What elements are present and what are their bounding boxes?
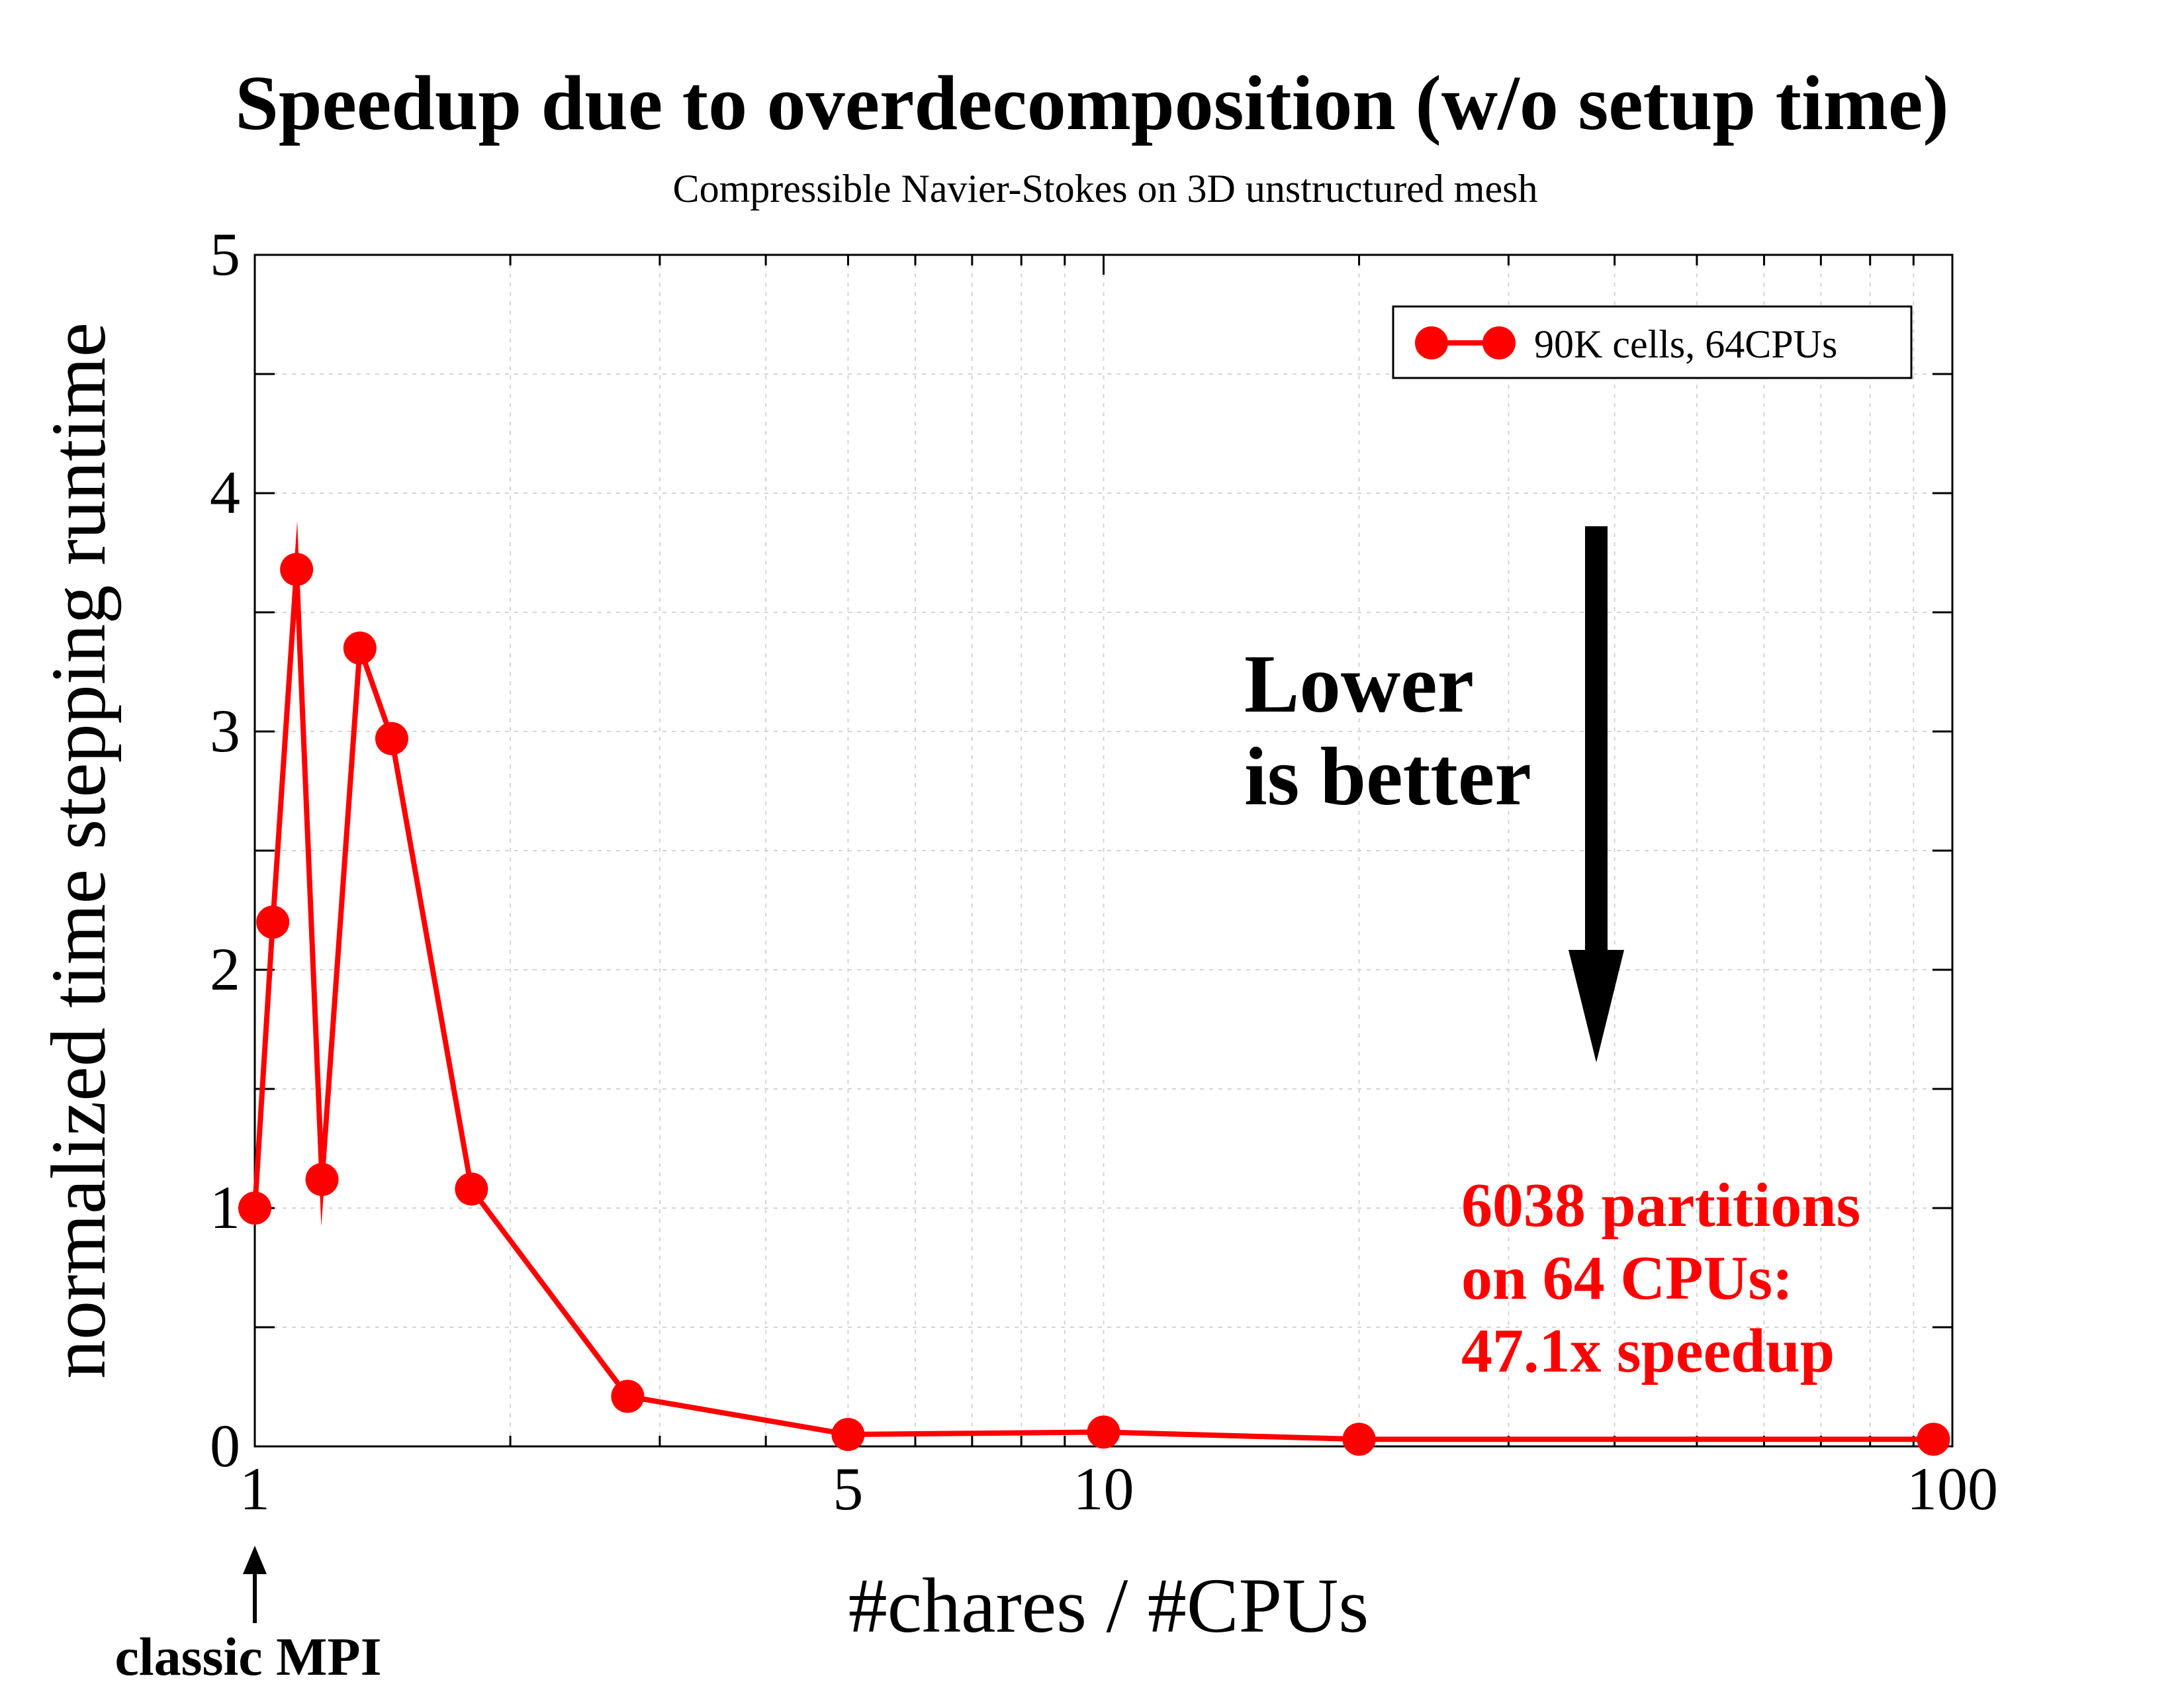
y-tick-label: 4 — [210, 459, 240, 526]
result-line-2: on 64 CPUs: — [1461, 1244, 1793, 1313]
legend-point-marker — [1415, 326, 1448, 359]
series-line — [252, 520, 1934, 1442]
data-point — [238, 1192, 271, 1225]
x-tick-label: 1 — [240, 1455, 270, 1523]
y-tick-label: 1 — [210, 1174, 240, 1241]
down-arrow-head — [1569, 950, 1624, 1062]
result-annotation: 6038 partitions on 64 CPUs: 47.1x speedu… — [1461, 1171, 1860, 1385]
down-arrow-shaft — [1585, 526, 1608, 957]
y-tick-label: 5 — [210, 220, 240, 288]
x-tick-label: 5 — [833, 1455, 863, 1523]
series-layer — [238, 520, 1950, 1456]
up-arrow-head — [243, 1546, 267, 1574]
data-point — [375, 722, 408, 755]
data-point — [1917, 1423, 1950, 1456]
legend-label: 90K cells, 64CPUs — [1534, 322, 1837, 366]
data-point — [256, 906, 290, 939]
x-axis-label: #chares / #CPUs — [848, 1562, 1369, 1649]
up-arrow-shaft — [253, 1570, 257, 1623]
legend-point-marker — [1482, 326, 1516, 359]
annotation-lower: Lower — [1244, 639, 1474, 730]
legend: 90K cells, 64CPUs — [1392, 305, 1913, 379]
data-point — [455, 1172, 488, 1206]
data-point — [343, 632, 377, 665]
x-tick-label: 100 — [1907, 1455, 1998, 1523]
data-point — [1342, 1423, 1376, 1456]
y-tick-label: 3 — [210, 697, 240, 765]
chart-title: Speedup due to overdecomposition (w/o se… — [235, 60, 1948, 146]
data-point — [1087, 1415, 1120, 1449]
classic-mpi-label: classic MPI — [114, 1626, 381, 1687]
annotation-is-better: is better — [1244, 731, 1531, 823]
grid-lines — [255, 255, 1952, 1446]
y-axis-label: normalized time stepping runtime — [35, 322, 122, 1379]
data-point — [831, 1418, 865, 1451]
data-point — [280, 553, 314, 586]
y-tick-label: 0 — [210, 1412, 240, 1479]
lower-is-better-annotation: Lower is better — [1244, 526, 1624, 1062]
y-tick-label: 2 — [210, 935, 240, 1003]
classic-mpi-annotation: classic MPI — [114, 1546, 382, 1687]
x-tick-label: 10 — [1073, 1455, 1134, 1523]
result-line-1: 6038 partitions — [1461, 1171, 1860, 1240]
result-line-3: 47.1x speedup — [1461, 1317, 1835, 1385]
chart-subtitle: Compressible Navier-Stokes on 3D unstruc… — [673, 167, 1538, 211]
data-point — [611, 1380, 645, 1413]
data-point — [305, 1162, 339, 1196]
